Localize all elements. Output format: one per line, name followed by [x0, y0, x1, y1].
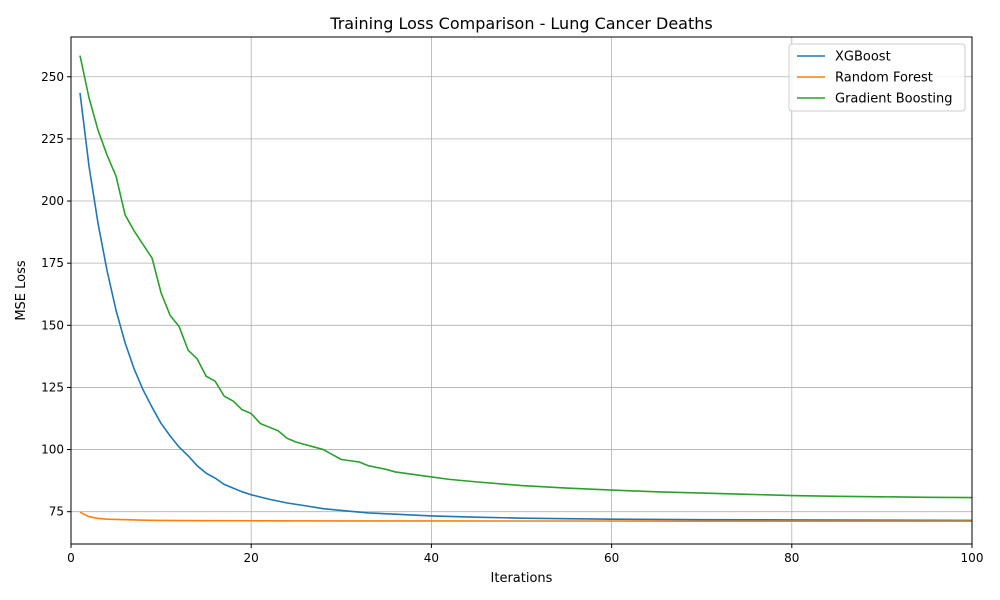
y-tick-label: 75: [49, 505, 64, 519]
y-tick-label: 125: [41, 380, 64, 394]
x-tick-label: 60: [604, 551, 619, 565]
y-tick-label: 100: [41, 443, 64, 457]
series-line-random-forest: [79, 511, 972, 522]
x-tick-label: 100: [961, 551, 984, 565]
x-axis-ticks: 0 20 40 60 80 100: [67, 544, 983, 565]
y-tick-label: 225: [41, 132, 64, 146]
plot-frame: [70, 36, 973, 545]
legend-items: XGBoost Random Forest Gradient Boosting: [797, 50, 953, 107]
legend-label-xgboost: XGBoost: [835, 50, 891, 65]
y-tick-label: 175: [41, 256, 64, 270]
legend-label-gradient-boosting: Gradient Boosting: [835, 92, 953, 107]
x-tick-label: 20: [244, 551, 259, 565]
x-axis-label: Iterations: [491, 571, 553, 586]
y-axis-label: MSE Loss: [14, 260, 29, 321]
x-tick-label: 40: [424, 551, 439, 565]
y-tick-label: 200: [41, 194, 64, 208]
x-tick-label: 0: [67, 551, 75, 565]
legend: XGBoost Random Forest Gradient Boosting: [788, 43, 966, 112]
grid: [70, 37, 973, 544]
y-tick-label: 250: [41, 70, 64, 84]
chart-title: Training Loss Comparison - Lung Cancer D…: [329, 14, 712, 33]
series-line-xgboost: [79, 92, 973, 522]
legend-box: [788, 43, 966, 112]
y-axis-ticks: 75 100 125 150 175 200 225 250: [41, 70, 71, 519]
series-line-gradient-boosting: [79, 55, 973, 499]
x-tick-label: 80: [784, 551, 799, 565]
y-tick-label: 150: [41, 318, 64, 332]
series-layer: [79, 55, 973, 522]
legend-label-random-forest: Random Forest: [835, 71, 933, 86]
